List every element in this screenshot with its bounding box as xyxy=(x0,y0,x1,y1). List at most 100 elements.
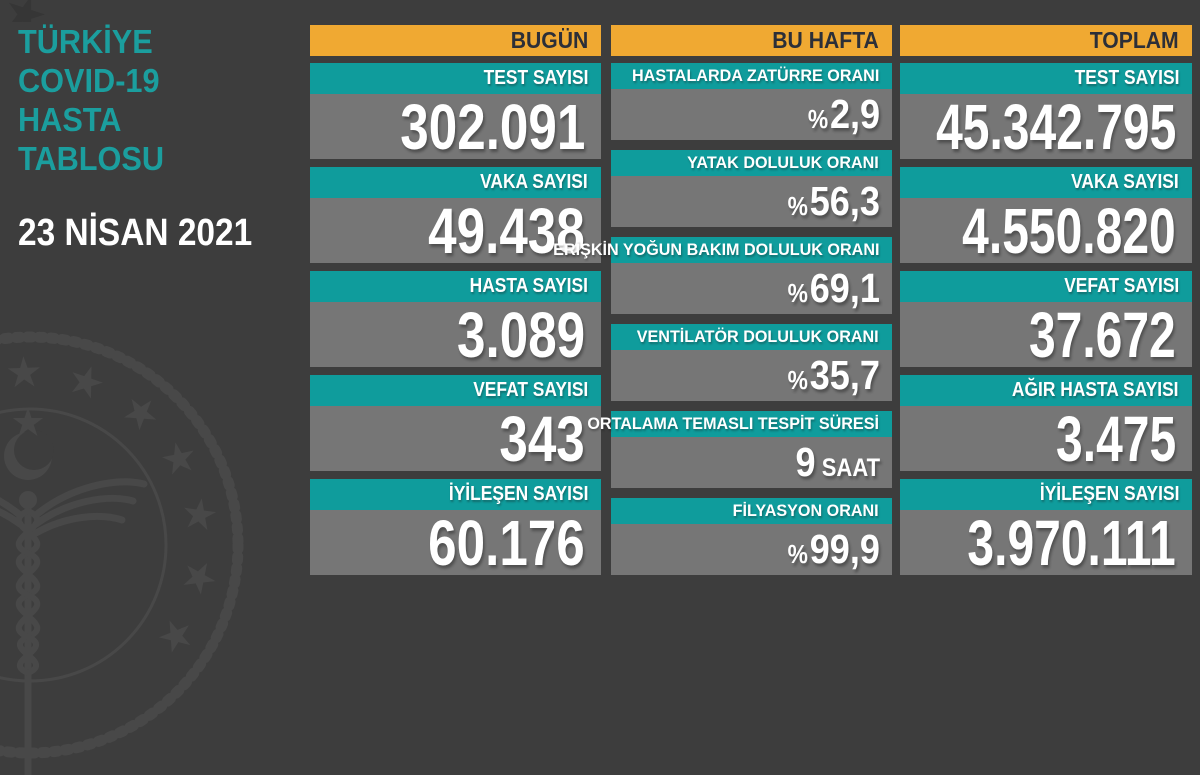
caduceus-staff xyxy=(24,507,32,775)
stat-value-bar: 302.091 xyxy=(310,91,601,163)
stat-value-bar: 45.342.795 xyxy=(900,91,1192,163)
stat-value-bar: 3.089 xyxy=(310,299,601,371)
percent-prefix: % xyxy=(787,191,809,221)
percent-prefix: % xyxy=(787,365,809,395)
percent-prefix: % xyxy=(787,539,809,569)
stat-value-bar: % 2,9 xyxy=(611,89,892,140)
stat-value: 9 SAAT xyxy=(795,439,880,485)
stat-block: HASTALARDA ZATÜRRE ORANI % 2,9 xyxy=(611,63,892,140)
page-title: TÜRKİYE COVID-19 HASTA TABLOSU xyxy=(18,22,175,178)
stat-value: 37.672 xyxy=(1029,298,1176,371)
stat-block: ERİŞKİN YOĞUN BAKIM DOLULUK ORANI % 69,1 xyxy=(553,237,892,314)
stat-label: YATAK DOLULUK ORANI xyxy=(687,153,879,172)
stat-value-bar: 37.672 xyxy=(900,299,1192,371)
ministry-of-health-emblem-watermark xyxy=(0,331,244,775)
stat-value: 3.970.111 xyxy=(967,506,1176,579)
stat-value: 60.176 xyxy=(428,506,585,579)
column-header-bugun: BUGÜN xyxy=(310,25,601,56)
stat-label: VEFAT SAYISI xyxy=(1063,275,1179,297)
column-bugun: BUGÜN TEST SAYISI 302.091 VAKA SAYISI 49.43… xyxy=(310,25,601,583)
stat-label: VAKA SAYISI xyxy=(1071,171,1179,193)
stat-label-bar: TEST SAYISI xyxy=(900,63,1192,94)
stat-label: HASTALARDA ZATÜRRE ORANI xyxy=(631,66,879,85)
stat-block: ORTALAMA TEMASLI TESPİT SÜRESİ 9 SAAT xyxy=(587,411,892,488)
caduceus-ball xyxy=(19,491,37,509)
title-line: TÜRKİYE xyxy=(18,23,153,60)
stat-label-bar: YATAK DOLULUK ORANI xyxy=(611,150,892,176)
stat-value-bar: % 99,9 xyxy=(611,524,892,575)
stat-value-bar: 60.176 xyxy=(310,507,601,579)
stat-label: İYİLEŞEN SAYISI xyxy=(448,483,588,505)
stat-value-bar: 9 SAAT xyxy=(611,437,892,488)
caduceus-snakes xyxy=(16,508,40,676)
stat-label: İYİLEŞEN SAYISI xyxy=(1039,483,1179,505)
stat-label-bar: TEST SAYISI xyxy=(310,63,601,94)
stat-block: VENTİLATÖR DOLULUK ORANI % 35,7 xyxy=(611,324,892,401)
stat-label: AĞIR HASTA SAYISI xyxy=(1012,379,1179,401)
stat-label-bar: VEFAT SAYISI xyxy=(900,271,1192,302)
stat-value: 343 xyxy=(499,402,585,475)
stat-label: ORTALAMA TEMASLI TESPİT SÜRESİ xyxy=(587,414,879,433)
title-line: TABLOSU xyxy=(18,140,165,177)
stat-block: VAKA SAYISI 49.438 xyxy=(310,167,601,267)
percent-prefix: % xyxy=(807,104,829,134)
stat-value: % 99,9 xyxy=(787,526,880,572)
stat-value: 49.438 xyxy=(428,194,585,267)
stat-label-bar: AĞIR HASTA SAYISI xyxy=(900,375,1192,406)
column-bu-hafta: BU HAFTA HASTALARDA ZATÜRRE ORANI % 2,9 YAT… xyxy=(553,25,892,585)
stat-label-bar: VEFAT SAYISI xyxy=(310,375,601,406)
stat-label-bar: İYİLEŞEN SAYISI xyxy=(900,479,1192,510)
stat-value-bar: 3.475 xyxy=(900,403,1192,475)
stat-value: % 69,1 xyxy=(787,265,880,311)
stat-block: İYİLEŞEN SAYISI 60.176 xyxy=(310,479,601,579)
stat-label: TEST SAYISI xyxy=(483,67,588,89)
stat-label: VEFAT SAYISI xyxy=(472,379,588,401)
stat-block: VEFAT SAYISI 37.672 xyxy=(900,271,1192,371)
stat-value: 4.550.820 xyxy=(962,194,1176,267)
title-line: HASTA xyxy=(18,101,122,138)
stat-value: % 56,3 xyxy=(787,178,880,224)
stat-label: VAKA SAYISI xyxy=(480,171,588,193)
stat-value: 45.342.795 xyxy=(935,90,1176,163)
stat-label-bar: HASTALARDA ZATÜRRE ORANI xyxy=(611,63,892,89)
stat-block: AĞIR HASTA SAYISI 3.475 xyxy=(900,375,1192,475)
stat-label: ERİŞKİN YOĞUN BAKIM DOLULUK ORANI xyxy=(552,240,879,259)
stat-block: FİLYASYON ORANI % 99,9 xyxy=(611,498,892,575)
stat-label-bar: ERİŞKİN YOĞUN BAKIM DOLULUK ORANI xyxy=(553,237,892,263)
faint-star-icon xyxy=(8,0,45,22)
stat-block: VAKA SAYISI 4.550.820 xyxy=(900,167,1192,267)
stat-value-bar: % 69,1 xyxy=(611,263,892,314)
title-line: COVID-19 xyxy=(18,62,160,99)
unit-suffix: SAAT xyxy=(821,454,880,482)
stat-label-bar: ORTALAMA TEMASLI TESPİT SÜRESİ xyxy=(587,411,892,437)
stat-label: HASTA SAYISI xyxy=(469,275,588,297)
stat-label-bar: VAKA SAYISI xyxy=(310,167,601,198)
stat-block: VEFAT SAYISI 343 xyxy=(310,375,601,475)
stat-value: 302.091 xyxy=(399,90,585,163)
stat-value-bar: 343 xyxy=(310,403,601,475)
stat-value: 3.475 xyxy=(1055,402,1176,475)
stat-value-bar: % 56,3 xyxy=(611,176,892,227)
stat-value: % 2,9 xyxy=(807,91,880,137)
stat-value: % 35,7 xyxy=(787,352,880,398)
stat-value-bar: 49.438 xyxy=(310,195,601,267)
stat-value-bar: 4.550.820 xyxy=(900,195,1192,267)
crescent-icon xyxy=(4,432,52,480)
stat-block: HASTA SAYISI 3.089 xyxy=(310,271,601,371)
stat-label-bar: VAKA SAYISI xyxy=(900,167,1192,198)
stat-label: TEST SAYISI xyxy=(1074,67,1179,89)
stat-block: TEST SAYISI 302.091 xyxy=(310,63,601,163)
column-toplam: TOPLAM TEST SAYISI 45.342.795 VAKA SAYISI 4… xyxy=(900,25,1192,583)
column-header-bu-hafta: BU HAFTA xyxy=(611,25,892,56)
caduceus-wings xyxy=(0,478,148,537)
stat-label-bar: HASTA SAYISI xyxy=(310,271,601,302)
crescent-star-icon xyxy=(12,407,44,436)
stat-value-bar: 3.970.111 xyxy=(900,507,1192,579)
report-date: 23 NİSAN 2021 xyxy=(18,212,253,254)
column-header-toplam: TOPLAM xyxy=(900,25,1192,56)
stat-label-bar: VENTİLATÖR DOLULUK ORANI xyxy=(611,324,892,350)
stat-label: VENTİLATÖR DOLULUK ORANI xyxy=(637,327,879,346)
stat-value: 3.089 xyxy=(456,298,585,371)
stat-label-bar: FİLYASYON ORANI xyxy=(611,498,892,524)
